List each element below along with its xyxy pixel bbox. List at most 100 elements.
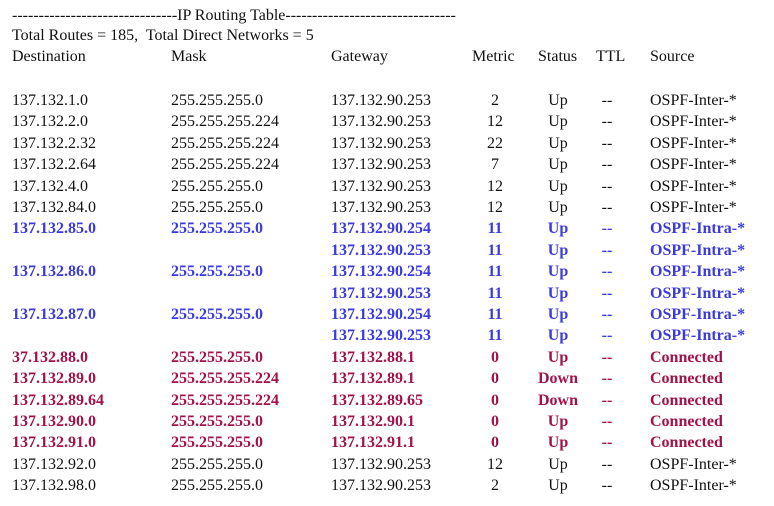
route-mask: 255.255.255.0 <box>171 263 263 281</box>
route-metric: 11 <box>487 306 503 323</box>
route-status: Up <box>547 284 569 302</box>
route-source: OSPF-Inter-* <box>650 477 737 495</box>
route-gateway: 137.132.90.253 <box>331 477 431 495</box>
route-ttl: -- <box>601 306 613 323</box>
route-status: Up <box>548 134 568 152</box>
route-source: OSPF-Inter-* <box>650 113 737 131</box>
route-ttl: -- <box>601 199 613 216</box>
route-metric: 22 <box>487 134 503 152</box>
route-status: Up <box>547 434 569 452</box>
table-row: 137.132.98.0 255.255.255.0 137.132.90.253 2… <box>0 475 774 496</box>
route-metric: 7 <box>491 156 499 174</box>
route-source: OSPF-Inter-* <box>650 156 737 174</box>
route-source: Connected <box>650 348 723 366</box>
route-source: OSPF-Intra-* <box>650 241 746 259</box>
route-ttl: -- <box>601 241 613 259</box>
header-ttl: TTL <box>596 48 626 65</box>
route-mask: 255.255.255.0 <box>171 348 263 366</box>
route-destination: 137.132.84.0 <box>12 199 96 216</box>
route-metric: 11 <box>487 220 503 238</box>
route-mask: 255.255.255.0 <box>171 434 263 452</box>
route-gateway: 137.132.90.253 <box>331 92 431 109</box>
route-source: OSPF-Intra-* <box>650 306 746 323</box>
table-row: 137.132.91.0 255.255.255.0 137.132.91.1 0 Up… <box>0 432 774 453</box>
route-mask: 255.255.255.0 <box>171 177 263 195</box>
route-ttl: -- <box>601 477 613 495</box>
route-destination: 137.132.2.0 <box>12 113 88 131</box>
route-mask: 255.255.255.0 <box>171 455 263 473</box>
route-gateway: 137.132.90.253 <box>331 241 431 259</box>
table-row: 137.132.1.0 255.255.255.0 137.132.90.253 2 U… <box>0 90 774 111</box>
route-metric: 0 <box>491 370 499 388</box>
route-gateway: 137.132.89.65 <box>331 391 423 409</box>
route-source: OSPF-Inter-* <box>650 455 737 473</box>
route-destination: 137.132.98.0 <box>12 477 96 495</box>
route-source: OSPF-Intra-* <box>650 263 746 281</box>
route-ttl: -- <box>601 455 613 473</box>
table-header: Destination Mask Gateway Metric Status T… <box>0 47 774 68</box>
table-row: 137.132.89.0 255.255.255.224 137.132.89.1 0… <box>0 368 774 389</box>
table-row: 137.132.84.0 255.255.255.0 137.132.90.253 1… <box>0 197 774 218</box>
route-gateway: 137.132.90.253 <box>331 156 431 174</box>
route-ttl: -- <box>601 391 613 409</box>
route-gateway: 137.132.90.253 <box>331 177 431 195</box>
table-row: 137.132.90.253 11 Up -- OSPF-Intra-* <box>0 325 774 346</box>
route-gateway: 137.132.90.254 <box>331 263 431 281</box>
route-mask: 255.255.255.0 <box>171 199 263 216</box>
table-row: 137.132.2.0 255.255.255.224 137.132.90.253… <box>0 111 774 132</box>
route-metric: 0 <box>491 434 499 452</box>
table-row: 137.132.90.253 11 Up -- OSPF-Intra-* <box>0 240 774 261</box>
route-metric: 0 <box>491 348 499 366</box>
route-metric: 11 <box>487 241 503 259</box>
route-mask: 255.255.255.224 <box>171 134 279 152</box>
route-metric: 12 <box>487 455 503 473</box>
route-source: Connected <box>650 413 723 430</box>
route-metric: 2 <box>491 92 499 109</box>
route-status: Up <box>547 220 569 238</box>
route-metric: 11 <box>487 263 503 281</box>
route-gateway: 137.132.90.253 <box>331 113 431 131</box>
route-source: OSPF-Intra-* <box>650 327 746 345</box>
route-mask: 255.255.255.224 <box>171 113 279 131</box>
route-status: Down <box>537 391 578 409</box>
route-mask: 255.255.255.224 <box>171 370 279 388</box>
route-status: Up <box>548 177 568 195</box>
route-status: Up <box>548 477 568 495</box>
route-metric: 0 <box>491 413 499 430</box>
route-gateway: 137.132.90.1 <box>331 413 415 430</box>
route-source: Connected <box>650 434 723 452</box>
route-ttl: -- <box>601 134 613 152</box>
route-status: Up <box>547 348 569 366</box>
route-status: Up <box>547 413 569 430</box>
route-mask: 255.255.255.0 <box>171 413 263 430</box>
route-destination: 137.132.86.0 <box>12 263 96 281</box>
route-gateway: 137.132.88.1 <box>331 348 415 366</box>
route-destination: 137.132.87.0 <box>12 306 96 323</box>
route-status: Down <box>537 370 578 388</box>
route-source: OSPF-Inter-* <box>650 177 737 195</box>
routing-table-title: -------------------------------IP Routin… <box>12 7 456 24</box>
route-ttl: -- <box>601 263 613 281</box>
route-status: Up <box>548 92 568 109</box>
route-ttl: -- <box>601 113 613 131</box>
route-destination: 137.132.4.0 <box>12 177 88 195</box>
route-ttl: -- <box>601 434 613 452</box>
route-metric: 11 <box>487 327 503 345</box>
route-metric: 12 <box>487 113 503 131</box>
route-destination: 137.132.1.0 <box>12 92 88 109</box>
route-ttl: -- <box>601 284 613 302</box>
route-ttl: -- <box>601 413 613 430</box>
route-status: Up <box>548 455 568 473</box>
route-destination: 137.132.89.64 <box>12 391 104 409</box>
route-gateway: 137.132.90.254 <box>331 220 431 238</box>
route-source: OSPF-Intra-* <box>650 220 746 238</box>
route-mask: 255.255.255.224 <box>171 156 279 174</box>
route-source: OSPF-Inter-* <box>650 199 737 216</box>
route-gateway: 137.132.90.253 <box>331 284 431 302</box>
route-ttl: -- <box>601 177 613 195</box>
table-row: 137.132.92.0 255.255.255.0 137.132.90.253 1… <box>0 454 774 475</box>
route-status: Up <box>548 156 568 174</box>
route-mask: 255.255.255.0 <box>171 477 263 495</box>
route-ttl: -- <box>601 220 613 238</box>
route-gateway: 137.132.90.253 <box>331 327 431 345</box>
